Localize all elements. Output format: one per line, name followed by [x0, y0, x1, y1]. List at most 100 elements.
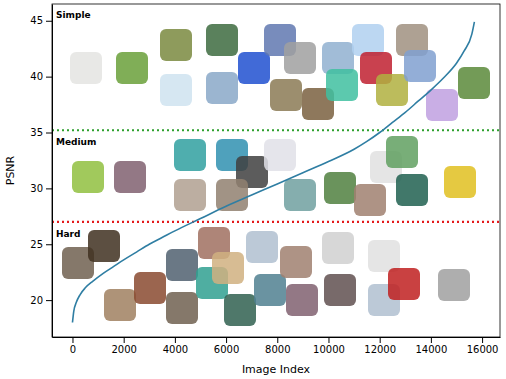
- tick-mark: [482, 337, 483, 343]
- texture-thumbnail: [206, 24, 238, 56]
- threshold-line: [52, 221, 500, 223]
- texture-thumbnail: [426, 89, 458, 121]
- texture-thumbnail: [116, 52, 148, 84]
- tick: 4000: [163, 337, 188, 355]
- axis-line: [53, 337, 501, 338]
- texture-thumbnail: [134, 272, 166, 304]
- axis-line: [52, 5, 53, 338]
- region-label: Hard: [56, 229, 81, 239]
- tick-mark: [380, 337, 381, 343]
- texture-thumbnail: [216, 179, 248, 211]
- tick-mark: [124, 337, 125, 343]
- texture-thumbnail: [326, 69, 358, 101]
- region-label: Simple: [56, 10, 91, 20]
- texture-thumbnail: [354, 184, 386, 216]
- tick: 0: [70, 337, 76, 355]
- tick-mark: [175, 337, 176, 343]
- texture-thumbnail: [104, 289, 136, 321]
- texture-thumbnail: [254, 274, 286, 306]
- texture-thumbnail: [166, 292, 198, 324]
- texture-thumbnail: [114, 161, 146, 193]
- tick-mark: [277, 337, 278, 343]
- texture-thumbnail: [206, 72, 238, 104]
- tick-label: 12000: [364, 344, 396, 355]
- texture-thumbnail: [284, 179, 316, 211]
- tick-mark: [46, 188, 52, 189]
- tick: 2000: [111, 337, 136, 355]
- tick-mark: [46, 244, 52, 245]
- tick-label: 45: [30, 15, 43, 26]
- tick: 14000: [415, 337, 447, 355]
- texture-thumbnail: [444, 166, 476, 198]
- texture-thumbnail: [286, 284, 318, 316]
- tick-mark: [72, 337, 73, 343]
- tick-label: 10000: [313, 344, 345, 355]
- tick-mark: [46, 300, 52, 301]
- texture-thumbnail: [174, 179, 206, 211]
- tick: 8000: [265, 337, 290, 355]
- texture-thumbnail: [324, 274, 356, 306]
- texture-thumbnail: [280, 246, 312, 278]
- tick-mark: [46, 21, 52, 22]
- tick-label: 40: [30, 71, 43, 82]
- tick: 25: [30, 239, 52, 250]
- texture-thumbnail: [160, 29, 192, 61]
- tick-label: 6000: [214, 344, 239, 355]
- texture-thumbnail: [238, 52, 270, 84]
- tick: 12000: [364, 337, 396, 355]
- texture-thumbnail: [324, 172, 356, 204]
- tick-mark: [328, 337, 329, 343]
- tick-label: 0: [70, 344, 76, 355]
- tick-label: 30: [30, 183, 43, 194]
- tick-label: 20: [30, 295, 43, 306]
- texture-thumbnail: [352, 24, 384, 56]
- y-axis: 20 25 30 35 40 45: [30, 5, 52, 338]
- y-axis-title: PSNR: [4, 155, 17, 185]
- tick-mark: [431, 337, 432, 343]
- texture-thumbnail: [438, 269, 470, 301]
- tick-label: 8000: [265, 344, 290, 355]
- tick: 45: [30, 15, 52, 26]
- texture-thumbnail: [246, 231, 278, 263]
- texture-thumbnail: [376, 74, 408, 106]
- tick: 16000: [467, 337, 499, 355]
- texture-thumbnail: [386, 136, 418, 168]
- texture-thumbnail: [70, 52, 102, 84]
- texture-thumbnail: [322, 232, 354, 264]
- texture-thumbnail: [284, 42, 316, 74]
- tick: 6000: [214, 337, 239, 355]
- texture-thumbnail: [88, 230, 120, 262]
- texture-thumbnail: [166, 249, 198, 281]
- texture-thumbnail: [174, 139, 206, 171]
- tick-label: 25: [30, 239, 43, 250]
- texture-thumbnail: [160, 74, 192, 106]
- texture-thumbnail: [368, 240, 400, 272]
- texture-thumbnail: [388, 268, 420, 300]
- plot-area: [52, 22, 500, 323]
- tick-label: 16000: [467, 344, 499, 355]
- texture-thumbnail: [404, 50, 436, 82]
- plot-frame: [52, 4, 500, 337]
- tick: 30: [30, 183, 52, 194]
- tick: 20: [30, 295, 52, 306]
- tick-mark: [46, 77, 52, 78]
- tick: 10000: [313, 337, 345, 355]
- x-axis-title: Image Index: [242, 363, 311, 376]
- texture-thumbnail: [270, 79, 302, 111]
- texture-thumbnail: [264, 139, 296, 171]
- tick-label: 2000: [111, 344, 136, 355]
- texture-thumbnail: [72, 161, 104, 193]
- texture-thumbnail: [224, 294, 256, 326]
- texture-thumbnail: [396, 174, 428, 206]
- x-axis: 0 2000 4000 6000 8000 10000 12000 14000 16000: [53, 337, 501, 355]
- tick-label: 35: [30, 127, 43, 138]
- thumbnails: [62, 24, 490, 326]
- psnr-line: [72, 22, 474, 323]
- tick: 35: [30, 127, 52, 138]
- texture-thumbnail: [458, 67, 490, 99]
- threshold-line: [52, 129, 500, 131]
- texture-thumbnail: [212, 252, 244, 284]
- chart: SimpleMediumHard020004000600080001000012…: [0, 0, 506, 379]
- tick: 40: [30, 71, 52, 82]
- tick-mark: [226, 337, 227, 343]
